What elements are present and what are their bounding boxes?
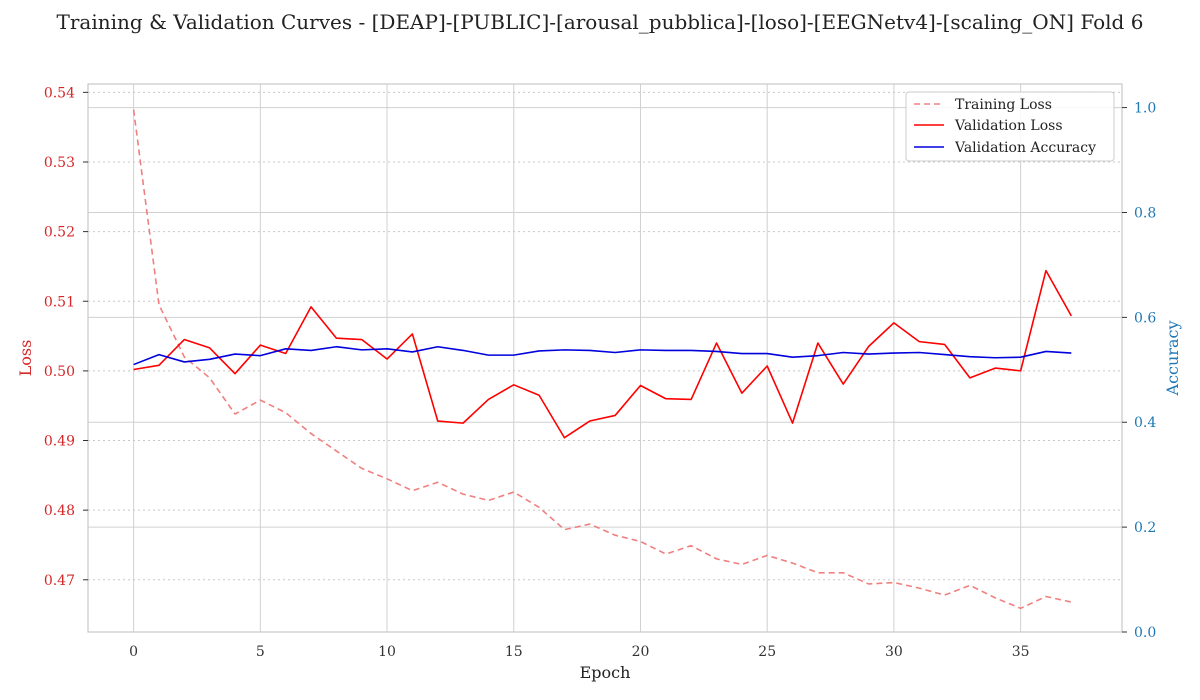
y-right-tick-layer: 0.0 0.2 0.4 0.6 0.8 1.0 <box>1122 101 1156 641</box>
y-right-tick-label-2: 0.4 <box>1134 415 1156 431</box>
x-tick-label-3: 15 <box>505 644 523 660</box>
x-tick-label-6: 30 <box>885 644 903 660</box>
legend-label-validation-loss: Validation Loss <box>954 118 1063 134</box>
legend-box <box>905 91 1115 162</box>
legend-label-validation-accuracy: Validation Accuracy <box>954 140 1096 156</box>
x-axis-label: Epoch <box>580 663 631 682</box>
y-right-tick-label-3: 0.6 <box>1134 310 1156 326</box>
y-left-tick-label-2: 0.49 <box>44 434 75 450</box>
y-left-tick-layer: 0.47 0.48 0.49 0.50 0.51 0.52 0.53 0.54 <box>44 85 88 589</box>
x-tick-label-5: 25 <box>758 644 776 660</box>
series-line-training-loss <box>132 109 1072 610</box>
grid-layer <box>88 84 1122 633</box>
y-left-tick-label-7: 0.54 <box>44 85 75 101</box>
y-left-tick-label-1: 0.48 <box>44 503 75 519</box>
plot-frame <box>87 83 1123 633</box>
y-left-tick-label-6: 0.53 <box>44 155 75 171</box>
x-tick-label-4: 20 <box>632 644 650 660</box>
y-left-tick-label-4: 0.51 <box>44 294 75 310</box>
y-left-tick-label-5: 0.52 <box>44 225 75 241</box>
x-tick-label-2: 10 <box>378 644 396 660</box>
y-right-tick-label-4: 0.8 <box>1134 205 1156 221</box>
series-line-validation-loss <box>133 269 1073 439</box>
series-line-validation-accuracy <box>133 345 1072 366</box>
legend-label-training-loss: Training Loss <box>955 97 1052 113</box>
series-layer <box>132 109 1073 610</box>
y-right-tick-label-5: 1.0 <box>1134 101 1156 117</box>
legend: Training Loss Validation Loss Validation… <box>905 91 1115 162</box>
y-left-tick-label-3: 0.50 <box>44 364 75 380</box>
y-right-tick-label-1: 0.2 <box>1134 520 1156 536</box>
x-tick-label-1: 5 <box>256 644 265 660</box>
x-tick-label-0: 0 <box>129 644 138 660</box>
y-left-tick-label-0: 0.47 <box>44 573 75 589</box>
x-tick-label-7: 35 <box>1012 644 1030 660</box>
y-right-tick-label-0: 0.0 <box>1134 625 1156 641</box>
chart-title: Training & Validation Curves - [DEAP]-[P… <box>57 10 1144 34</box>
y-axis-right-label: Accuracy <box>1163 321 1182 397</box>
y-axis-left-label: Loss <box>16 340 35 377</box>
x-tick-layer: 0 5 10 15 20 25 30 35 <box>129 644 1029 660</box>
